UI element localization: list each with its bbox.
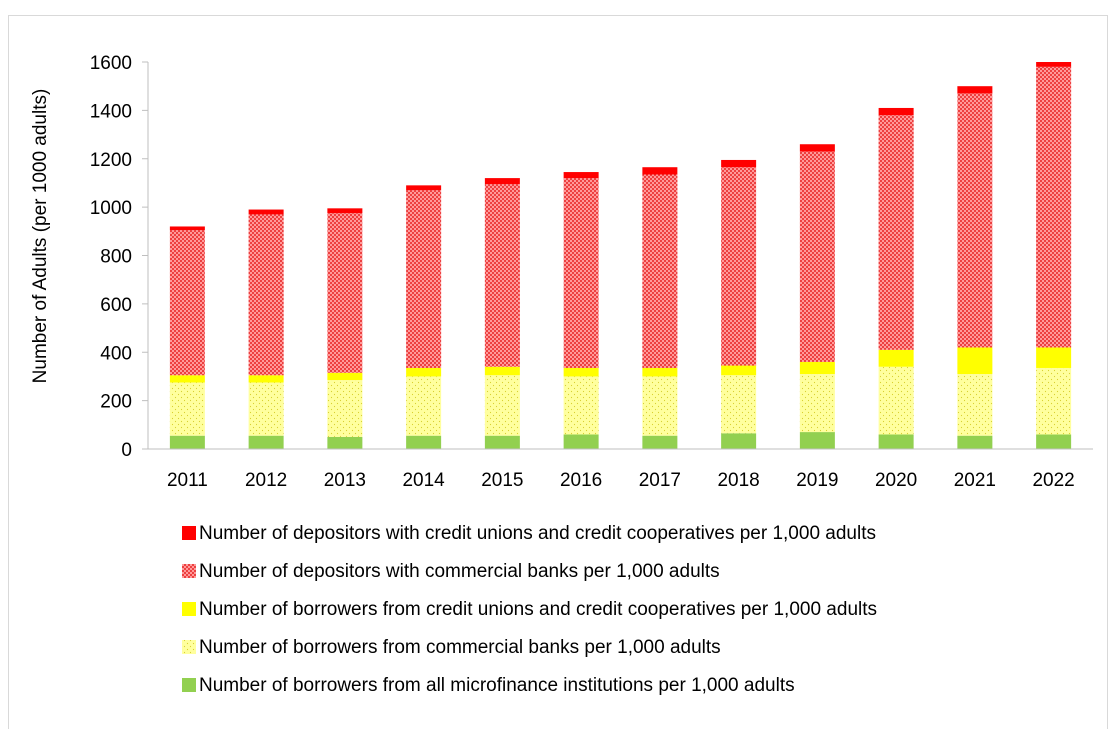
y-axis-title: Number of Adults (per 1000 adults) [30, 89, 51, 384]
bar-segment-2014-s4 [406, 185, 442, 191]
x-tick-label: 2013 [324, 470, 366, 491]
bar-segment-2020-s4 [878, 107, 914, 116]
bar-segment-2020-s0 [878, 434, 914, 449]
bar-segment-2011-s0 [169, 435, 205, 449]
bar-segment-2014-s2 [406, 367, 442, 377]
bar-segment-2014-s1 [406, 376, 442, 436]
x-tick-label: 2012 [245, 470, 287, 491]
x-tick-label: 2014 [402, 470, 445, 491]
y-tick-label: 400 [100, 343, 132, 364]
bar-segment-2020-s1 [878, 366, 914, 435]
bar-segment-2016-s2 [563, 367, 599, 377]
y-tick-label: 0 [121, 440, 132, 461]
x-tick-label: 2017 [639, 470, 681, 491]
bar-segment-2012-s1 [248, 382, 284, 436]
bar-segment-2014-s0 [406, 435, 442, 449]
bar-segment-2016-s1 [563, 376, 599, 435]
bar-segment-2018-s1 [721, 375, 757, 434]
legend-label: Number of borrowers from credit unions a… [199, 599, 877, 620]
bar-segment-2018-s0 [721, 433, 757, 449]
bar-segment-2013-s4 [327, 208, 363, 214]
legend-swatch [182, 678, 196, 692]
x-tick-label: 2020 [875, 470, 917, 491]
legend-swatch [182, 602, 196, 616]
bar-segment-2021-s4 [957, 86, 993, 94]
bar-segment-2011-s4 [169, 226, 205, 231]
bar-segment-2021-s2 [957, 347, 993, 375]
bar-segment-2022-s0 [1036, 434, 1072, 449]
bar-segment-2012-s2 [248, 375, 284, 383]
bar-segment-2019-s4 [799, 144, 835, 152]
y-tick-label: 1000 [90, 198, 132, 219]
bar-segment-2019-s0 [799, 432, 835, 449]
bar-segment-2017-s4 [642, 167, 678, 175]
y-tick-label: 1400 [90, 101, 132, 122]
bar-segment-2018-s4 [721, 159, 757, 168]
legend-label: Number of borrowers from all microfinanc… [199, 675, 795, 696]
bar-segment-2015-s2 [484, 366, 520, 376]
bar-segment-2015-s4 [484, 178, 520, 185]
bar-segment-2015-s1 [484, 375, 520, 436]
bar-segment-2014-s3 [406, 190, 442, 368]
bar-segment-2022-s4 [1036, 62, 1072, 67]
bar-segment-2021-s3 [957, 93, 993, 348]
x-tick-label: 2011 [167, 470, 208, 491]
bar-segment-2017-s3 [642, 174, 678, 368]
x-tick-label: 2016 [560, 470, 602, 491]
legend: Number of depositors with credit unions … [182, 523, 877, 696]
bar-segment-2013-s1 [327, 380, 363, 437]
bar-segment-2021-s0 [957, 435, 993, 449]
bar-segment-2021-s1 [957, 374, 993, 436]
bar-segment-2016-s0 [563, 434, 599, 449]
y-axis: 0 200 400 600 800 1000 1200 1400 1600 [90, 53, 149, 461]
bar-segment-2013-s2 [327, 372, 363, 381]
legend-label: Number of depositors with commercial ban… [199, 561, 720, 582]
x-tick-label: 2022 [1032, 470, 1074, 491]
bar-segment-2016-s3 [563, 178, 599, 368]
bar-segment-2020-s3 [878, 115, 914, 350]
y-tick-label: 1600 [90, 53, 132, 74]
bar-segment-2013-s3 [327, 213, 363, 373]
bar-segment-2022-s2 [1036, 347, 1072, 368]
bar-segment-2022-s1 [1036, 367, 1072, 435]
bar-segment-2016-s4 [563, 172, 599, 179]
bar-segment-2017-s0 [642, 435, 678, 449]
legend-label: Number of borrowers from commercial bank… [199, 637, 721, 658]
legend-label: Number of depositors with credit unions … [199, 523, 876, 544]
x-tick-label: 2015 [481, 470, 523, 491]
bar-segment-2019-s2 [799, 361, 835, 375]
legend-swatch [182, 640, 196, 654]
legend-swatch [182, 564, 196, 578]
y-tick-label: 600 [100, 295, 132, 316]
chart-frame [8, 15, 1108, 729]
bar-segment-2019-s1 [799, 374, 835, 433]
bar-segment-2011-s3 [169, 230, 205, 376]
bar-segment-2020-s2 [878, 349, 914, 367]
bar-segment-2013-s0 [327, 436, 363, 449]
bar-segment-2011-s1 [169, 382, 205, 436]
bar-segment-2022-s3 [1036, 66, 1072, 348]
bar-segment-2018-s2 [721, 365, 757, 376]
bar-segment-2015-s3 [484, 184, 520, 367]
bar-segment-2012-s4 [248, 209, 284, 215]
y-tick-label: 800 [100, 247, 132, 268]
x-tick-label: 2021 [954, 470, 996, 491]
x-tick-label: 2019 [796, 470, 838, 491]
bar-segment-2012-s3 [248, 214, 284, 376]
x-axis: 2011 2012 2013 2014 2015 2016 2017 2018 2019 2020… [148, 448, 1093, 491]
bar-segment-2017-s1 [642, 376, 678, 436]
bar-segment-2017-s2 [642, 367, 678, 377]
x-tick-label: 2018 [717, 470, 759, 491]
legend-swatch [182, 526, 196, 540]
bar-segment-2019-s3 [799, 151, 835, 362]
bar-segment-2015-s0 [484, 435, 520, 449]
bar-segment-2018-s3 [721, 167, 757, 366]
bar-segment-2011-s2 [169, 375, 205, 383]
bars-group [169, 62, 1072, 449]
y-tick-label: 1200 [90, 150, 132, 171]
y-tick-label: 200 [100, 392, 132, 413]
bar-segment-2012-s0 [248, 435, 284, 449]
